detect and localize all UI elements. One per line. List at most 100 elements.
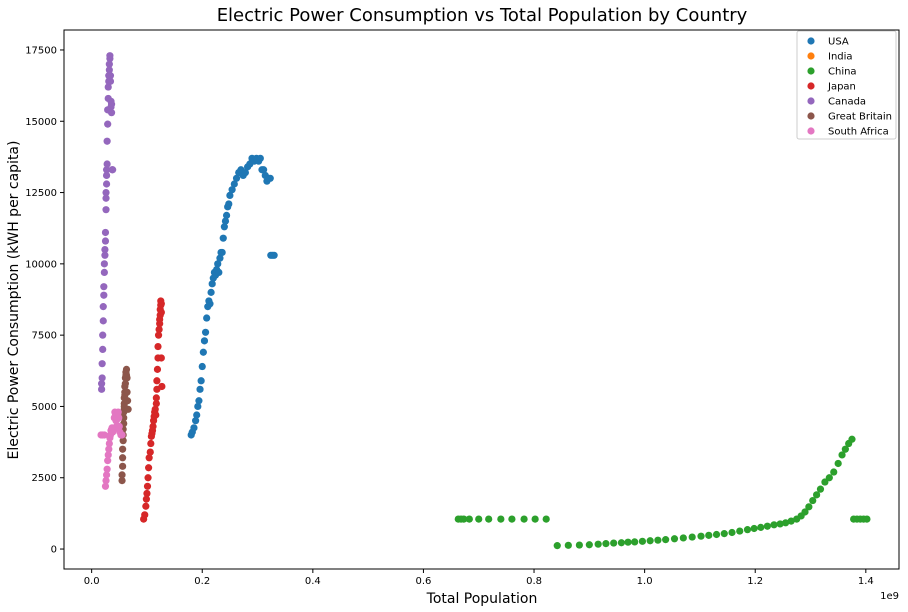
- data-point: [158, 382, 166, 391]
- data-point: [610, 539, 618, 547]
- data-point: [465, 515, 473, 523]
- data-point: [232, 174, 241, 182]
- x-tick-label: 1.4: [858, 576, 874, 587]
- data-point: [114, 408, 122, 416]
- data-point: [654, 536, 662, 544]
- legend-marker: [807, 82, 815, 90]
- data-point: [207, 288, 215, 296]
- data-point: [201, 328, 210, 336]
- data-point: [103, 160, 111, 168]
- data-point: [101, 482, 110, 490]
- y-tick-label: 12500: [25, 188, 57, 199]
- data-point: [199, 348, 207, 356]
- data-point: [106, 77, 115, 85]
- data-point: [679, 534, 687, 542]
- data-point: [575, 541, 583, 549]
- y-tick-label: 10000: [25, 259, 57, 270]
- data-point: [100, 268, 108, 277]
- data-point: [152, 411, 160, 419]
- data-point: [206, 300, 214, 308]
- data-point: [594, 540, 602, 548]
- data-point: [115, 422, 123, 431]
- data-point: [757, 523, 765, 531]
- data-point: [157, 308, 165, 316]
- data-point: [105, 60, 113, 68]
- y-axis-title: Electric Power Consumption (kWH per capi…: [6, 141, 22, 460]
- legend-marker: [807, 67, 815, 75]
- data-point: [98, 374, 106, 382]
- data-point: [256, 154, 264, 162]
- data-point: [763, 522, 771, 530]
- data-point: [102, 194, 110, 202]
- x-tick-label: 0.4: [305, 576, 321, 587]
- x-axis-ticks: 0.0 0.2 0.4 0.6 0.8 1.0 1.2 1.4: [84, 569, 874, 587]
- data-point: [203, 314, 211, 322]
- data-point: [143, 489, 151, 498]
- data-point: [103, 465, 111, 473]
- data-point: [142, 495, 150, 503]
- data-point: [728, 528, 736, 537]
- y-tick-label: 5000: [32, 402, 57, 413]
- x-tick-label: 0.2: [194, 576, 210, 587]
- data-point: [119, 454, 127, 462]
- data-point: [102, 206, 110, 214]
- data-point: [260, 166, 268, 174]
- data-point: [736, 527, 744, 535]
- data-point: [109, 166, 117, 174]
- data-point: [149, 422, 157, 431]
- data-point: [553, 542, 561, 550]
- data-point: [196, 385, 204, 393]
- data-point: [104, 457, 112, 465]
- data-point: [147, 439, 155, 448]
- data-point: [688, 533, 696, 541]
- data-point: [193, 411, 201, 419]
- legend: USA India China Japan Canada Great Britain Sou…: [796, 30, 897, 140]
- data-point: [216, 254, 224, 262]
- data-point: [154, 331, 163, 339]
- data-point: [787, 517, 795, 525]
- data-point: [146, 448, 154, 456]
- data-point: [841, 445, 849, 453]
- data-point: [485, 515, 493, 523]
- x-tick-label: 1.0: [637, 576, 653, 587]
- data-point: [123, 388, 131, 396]
- legend-marker: [807, 52, 815, 60]
- data-point: [152, 399, 160, 408]
- legend-marker: [807, 37, 815, 45]
- data-point: [225, 200, 233, 208]
- data-point: [151, 405, 159, 413]
- data-point: [192, 417, 200, 425]
- data-point: [646, 537, 654, 545]
- series-japan: [140, 297, 166, 523]
- legend-label: Canada: [828, 97, 866, 108]
- data-point: [520, 515, 528, 523]
- data-point: [145, 464, 153, 472]
- data-point: [118, 471, 126, 479]
- data-point: [106, 72, 115, 80]
- data-point: [801, 508, 809, 516]
- y-axis-ticks: 0 2500 5000 7500 10000 12500 15000 17500: [25, 45, 64, 556]
- data-point: [124, 405, 132, 413]
- legend-label: India: [828, 52, 853, 63]
- data-point: [228, 186, 236, 194]
- data-point: [102, 171, 111, 180]
- data-point: [705, 531, 713, 539]
- data-point: [101, 228, 110, 237]
- data-point: [105, 445, 113, 453]
- data-point: [119, 437, 127, 445]
- data-point: [585, 541, 593, 549]
- data-point: [100, 291, 108, 299]
- data-point: [119, 462, 127, 470]
- data-points: [97, 52, 871, 550]
- data-point: [662, 536, 670, 544]
- data-point: [782, 519, 790, 527]
- data-point: [670, 535, 679, 543]
- series-china: [454, 435, 871, 550]
- data-point: [154, 342, 162, 351]
- data-point: [123, 374, 131, 382]
- data-point: [142, 502, 150, 510]
- data-point: [219, 234, 227, 242]
- data-point: [118, 476, 126, 485]
- data-point: [115, 414, 123, 422]
- legend-label: USA: [828, 37, 849, 48]
